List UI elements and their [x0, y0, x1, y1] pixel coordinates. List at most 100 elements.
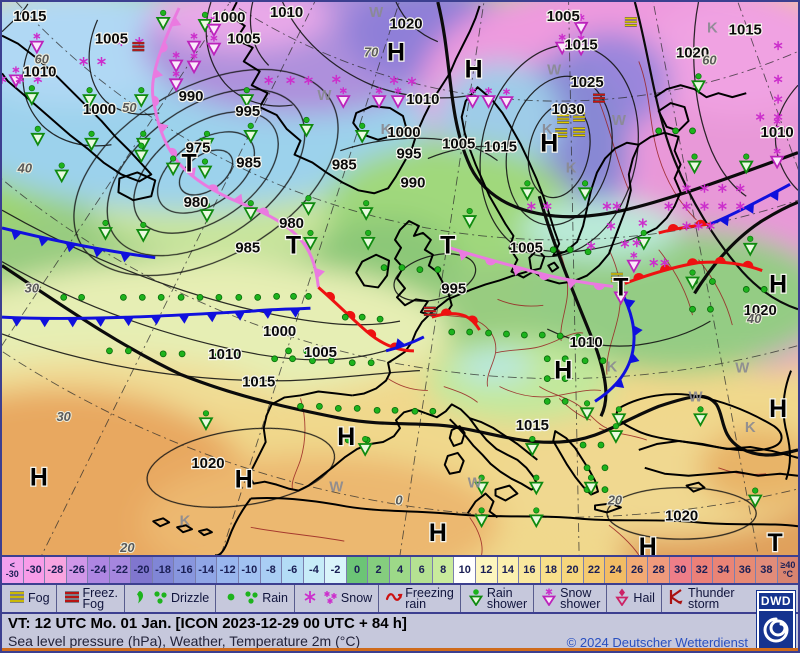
isobars-layer — [2, 2, 798, 540]
rain-symbol — [373, 406, 381, 414]
snow-shower-symbol — [769, 147, 785, 170]
rain-symbol — [380, 264, 388, 271]
temp-scale-cell: -18 — [152, 557, 175, 583]
pressure-label: 1010 — [406, 92, 439, 108]
rain-symbol — [124, 347, 132, 355]
temp-scale-cell: 4 — [389, 557, 412, 583]
weather-symbol-legend: Fog Freez. Fog Drizzle Rain Snow Freezing rain R… — [2, 585, 798, 614]
temp-scale-cell: < -30 — [2, 557, 24, 583]
graticule-label: 40 — [17, 160, 33, 175]
rain-shower-symbol — [133, 142, 149, 164]
snow-symbol — [649, 258, 659, 268]
snow-star-icon — [301, 588, 319, 609]
pressure-label: 995 — [397, 147, 422, 163]
temp-scale-cell: 26 — [626, 557, 649, 583]
legend-item-drizzle: Drizzle — [123, 585, 215, 612]
rain-shower-symbol — [155, 9, 171, 31]
airmass-label: K — [180, 513, 191, 529]
rain-symbol — [285, 347, 292, 355]
high-center-label: H — [429, 520, 447, 547]
temp-scale-cell: -4 — [303, 557, 326, 583]
graticule-label: 60 — [35, 51, 50, 66]
high-center-label: H — [769, 396, 787, 423]
freezing-fog-symbol — [593, 93, 605, 103]
snow-symbol — [682, 183, 691, 193]
pressure-label: 1000 — [387, 125, 420, 141]
rain-symbol — [579, 441, 587, 449]
temperature-scale: < -30 -30 -28 -26 -24 -22 -20 -18 -16 -14 -12 -10 -8-… — [2, 557, 798, 585]
bold-isobars-layer — [2, 2, 798, 457]
occluded-front — [151, 7, 325, 288]
airmass-label: W — [468, 476, 483, 492]
snow-symbol — [15, 74, 25, 84]
freezing-fog-symbol — [423, 306, 436, 316]
rain-shower-symbol — [133, 87, 149, 108]
snow-shower-symbol — [168, 51, 184, 74]
snow-symbol — [286, 75, 295, 85]
temp-scale-cell: -14 — [195, 557, 218, 583]
dwd-logo-text: DWD — [759, 593, 793, 611]
pressure-label: 1025 — [570, 75, 603, 91]
pressure-label: 980 — [184, 195, 209, 211]
rain-symbol — [742, 286, 750, 293]
rain-shower-symbol — [685, 269, 701, 291]
graticule-label: 0 — [395, 492, 403, 507]
rain-symbol — [391, 406, 399, 414]
drizzle-comma-icon — [131, 588, 149, 609]
snow-symbol — [620, 239, 630, 249]
legend-item-freezing-rain: Freezing rain — [378, 585, 460, 612]
snow-symbol — [638, 218, 648, 228]
legend-item-label: Drizzle — [170, 591, 210, 605]
legend-item-label: Snow shower — [560, 585, 601, 611]
temp-scale-cell: ≥40 °C — [777, 557, 798, 583]
snow-shower-symbol — [481, 87, 497, 109]
rain-symbol — [543, 375, 551, 382]
temp-scale-cell: 0 — [346, 557, 369, 583]
airmass-label: K — [745, 420, 756, 436]
rain-shower-symbol — [691, 73, 706, 95]
snow-shower-symbol — [371, 87, 387, 109]
coastlines-layer — [2, 2, 798, 555]
rain-shower-icon — [467, 588, 485, 609]
rain-shower-symbol — [360, 229, 376, 251]
rain-shower-symbol — [300, 195, 316, 216]
parameter-line: Sea level pressure (hPa), Weather, Tempe… — [8, 633, 361, 649]
rain-symbol — [760, 286, 768, 293]
rain-shower-symbol — [199, 202, 215, 223]
rain-symbol — [334, 404, 342, 412]
high-center-label: H — [387, 40, 405, 67]
snow-shower-symbol — [465, 87, 481, 109]
temp-scale-cell: 16 — [519, 557, 541, 583]
snow-symbol — [542, 201, 552, 211]
pressure-label: 1000 — [263, 324, 296, 340]
snow-symbol — [700, 201, 709, 211]
fog-symbol — [610, 272, 623, 283]
legend-item-rain-shower: Rain shower — [459, 585, 533, 612]
airmass-label: K — [381, 122, 392, 138]
snow-symbol — [735, 201, 745, 211]
rain-shower-symbol — [519, 180, 535, 202]
airmass-label: W — [317, 88, 332, 104]
temp-scale-cell: 36 — [734, 557, 757, 583]
rain-shower-symbol — [354, 122, 370, 144]
temp-scale-cell: 12 — [476, 557, 498, 583]
pressure-label: 1010 — [208, 347, 241, 363]
rain-symbol — [583, 464, 591, 472]
snow-symbol — [79, 57, 88, 66]
snow-shower-symbol — [390, 87, 406, 109]
snow-shower-symbol — [186, 32, 202, 55]
occluded-front — [449, 246, 614, 291]
rain-shower-symbol — [302, 229, 318, 251]
rain-shower-symbol — [687, 153, 702, 175]
airmass-label: W — [329, 480, 344, 496]
rain-shower-symbol — [199, 130, 215, 152]
legend-item-snow-shower: Snow shower — [533, 585, 606, 612]
fog-symbol — [573, 127, 586, 137]
legend-item-label: Freez. Fog — [82, 585, 118, 611]
snow-shower-symbol — [206, 34, 222, 57]
rain-shower-symbol — [524, 435, 540, 457]
thunderstorm-icon — [668, 588, 686, 609]
pressure-label: 985 — [332, 158, 357, 174]
pressure-label: 1010 — [569, 335, 602, 351]
snow-shower-symbol — [498, 88, 514, 110]
